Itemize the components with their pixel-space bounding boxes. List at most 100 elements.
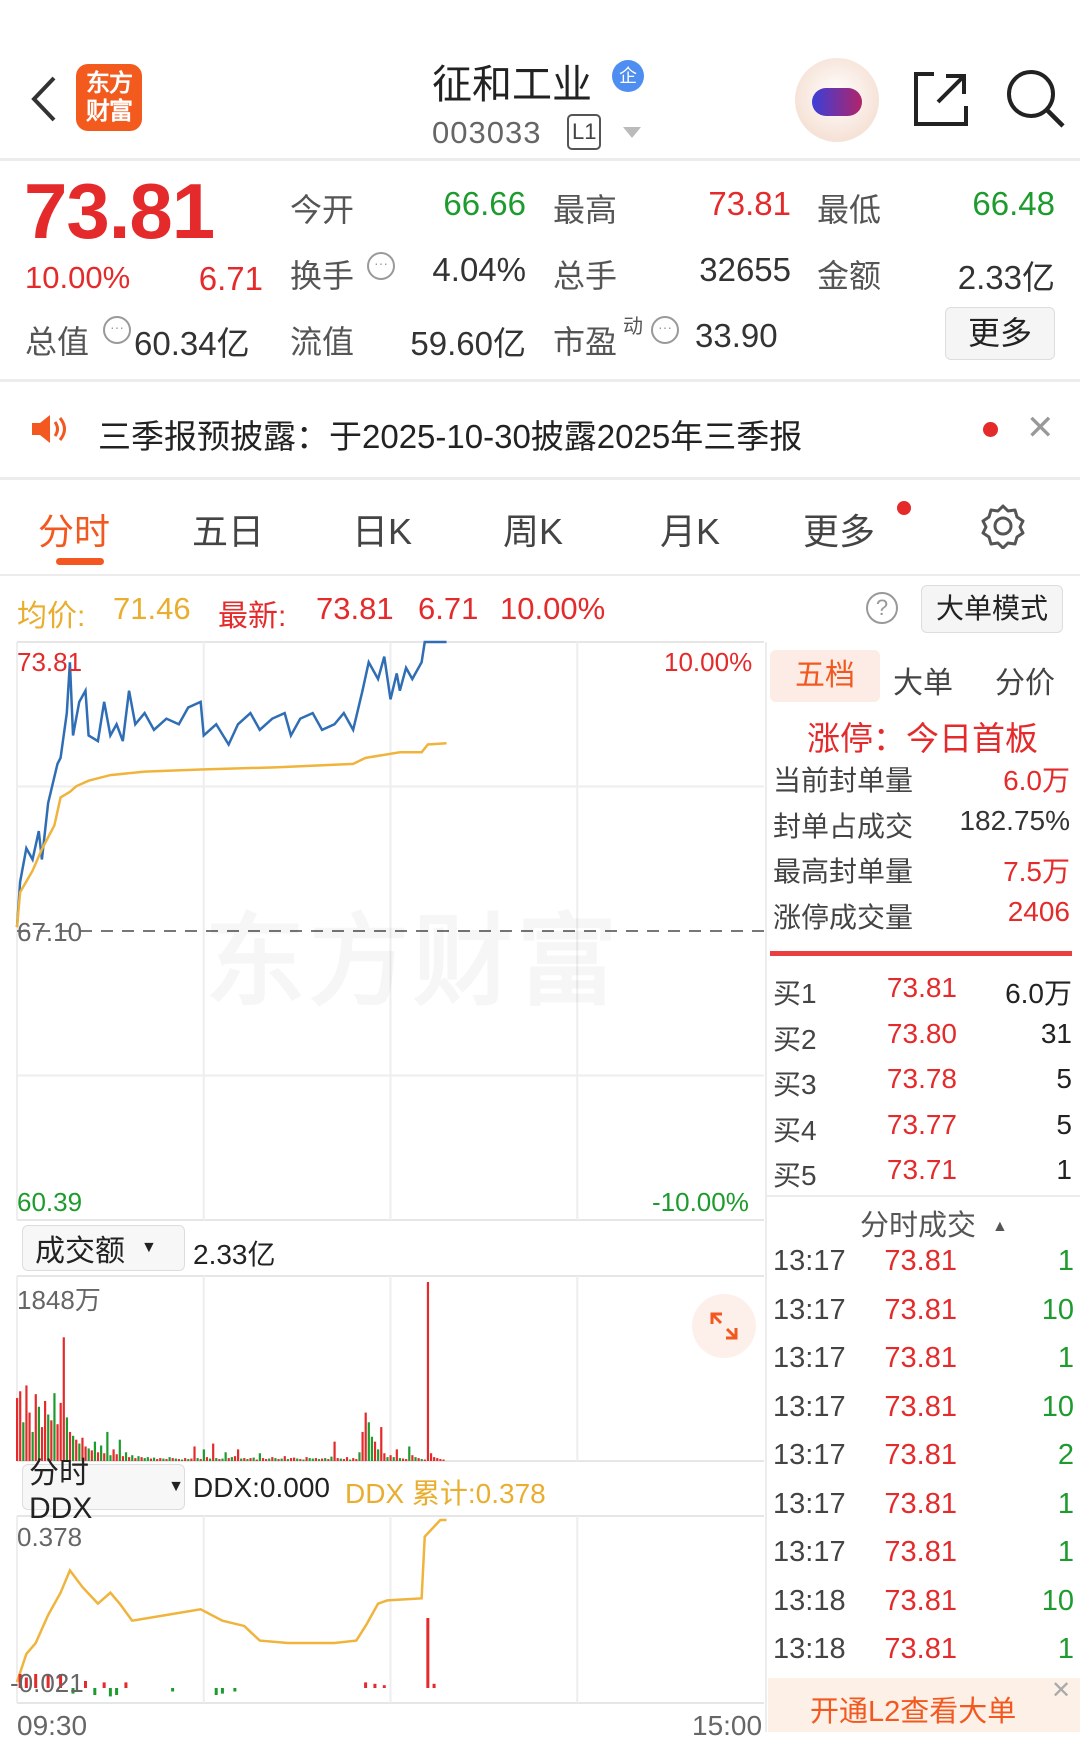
turnover-label: 换手 (290, 258, 355, 294)
big-order-mode-button[interactable]: 大单模式 (921, 585, 1063, 633)
tab-more[interactable]: 更多 (803, 511, 876, 552)
ddx-indicator-select[interactable]: 分时 DDX ▼ (22, 1457, 185, 1525)
avg-price-label: 均价: (17, 600, 86, 633)
volume-bar (352, 1458, 355, 1461)
trades-title[interactable]: 分时成交 ▲ (860, 1202, 1008, 1244)
pe-superscript: 动 (623, 316, 643, 338)
market-cap-value: 60.34亿 (134, 325, 250, 362)
volume-bar (196, 1458, 199, 1461)
tab-price-distribution[interactable]: 分价 (995, 667, 1055, 700)
trade-price: 73.81 (884, 1245, 957, 1277)
volume-bar (81, 1437, 84, 1461)
volume-bar (370, 1436, 374, 1461)
volume-bar (389, 1455, 392, 1461)
volume-bar (78, 1443, 81, 1461)
trade-price: 73.81 (884, 1390, 957, 1423)
ddx-bar (233, 1688, 237, 1692)
trades-title-label: 分时成交 (860, 1210, 977, 1242)
volume-bar (128, 1457, 131, 1461)
trade-time: 13:17 (773, 1390, 846, 1423)
tab-intraday[interactable]: 分时 (38, 511, 111, 552)
tab-monthly-k[interactable]: 月K (660, 511, 721, 552)
ddx-value: DDX:0.000 (193, 1472, 330, 1503)
latest-percent: 10.00% (500, 591, 606, 626)
ddx-bar (93, 1688, 97, 1695)
volume-bar (442, 1459, 445, 1461)
volume-bar (40, 1427, 44, 1461)
dropdown-caret-icon: ▼ (168, 1478, 184, 1495)
volume-indicator-select[interactable]: 成交额 ▼ (22, 1225, 185, 1271)
market-cap-info-icon[interactable]: ··· (103, 316, 131, 344)
notice-close-icon[interactable]: ✕ (1026, 409, 1055, 447)
volume-bar (100, 1445, 103, 1461)
turnover-info-icon[interactable]: ··· (367, 252, 395, 280)
volume-bar (165, 1459, 168, 1461)
volume-bar (227, 1458, 230, 1461)
pe-info-icon[interactable]: ··· (651, 316, 679, 344)
high-value: 73.81 (708, 185, 791, 222)
volume-bar (283, 1456, 286, 1461)
tab-five-levels[interactable]: 五档 (770, 650, 880, 702)
volume-bar (25, 1385, 28, 1461)
search-button[interactable] (1005, 68, 1067, 135)
trade-time: 13:17 (773, 1536, 846, 1568)
tab-five-day[interactable]: 五日 (192, 511, 265, 552)
limit-stat-value: 7.5万 (1003, 856, 1070, 887)
volume-bar (112, 1449, 115, 1461)
l2-upgrade-banner[interactable]: 开通L2查看大单 ✕ (768, 1677, 1080, 1732)
volume-label: 总手 (553, 258, 618, 294)
notice-text[interactable]: 三季报预披露：于2025-10-30披露2025年三季报 (98, 418, 803, 455)
open-value: 66.66 (443, 185, 526, 222)
collapse-up-icon: ▲ (992, 1218, 1008, 1236)
volume-max-label: 1848万 (17, 1285, 101, 1315)
volume-bar (205, 1457, 209, 1461)
ddx-bar (59, 1674, 63, 1688)
share-button[interactable] (912, 70, 970, 133)
volume-bar (19, 1391, 22, 1461)
bids-divider (767, 1195, 1080, 1197)
volume-bar (75, 1439, 78, 1461)
volume-bar (299, 1459, 302, 1461)
volume-bar (271, 1457, 274, 1461)
volume-bar (246, 1459, 249, 1461)
volume-bar (401, 1458, 405, 1461)
dropdown-arrow-icon[interactable] (623, 127, 641, 138)
tab-big-orders[interactable]: 大单 (893, 667, 953, 700)
tab-weekly-k[interactable]: 周K (503, 511, 564, 552)
trade-quantity: 1 (1057, 1342, 1074, 1374)
ddx-bar (108, 1688, 112, 1697)
volume-bar (364, 1412, 367, 1461)
assistant-robot-avatar[interactable] (795, 58, 879, 142)
price-min-label: 60.39 (17, 1187, 83, 1217)
more-button[interactable]: 更多 (945, 307, 1055, 360)
share-icon (914, 72, 968, 126)
intraday-charts[interactable] (0, 0, 768, 1752)
trade-time: 13:17 (773, 1293, 846, 1326)
trade-price: 73.81 (884, 1293, 957, 1326)
volume-bar (177, 1459, 181, 1461)
help-icon[interactable]: ? (866, 592, 898, 624)
volume-bar (252, 1457, 255, 1461)
trade-time: 13:18 (773, 1633, 846, 1665)
back-button[interactable] (26, 74, 60, 124)
avg-price-value: 71.46 (113, 591, 191, 626)
trade-price: 73.81 (884, 1439, 957, 1471)
volume-bar (240, 1458, 243, 1461)
gear-icon[interactable] (980, 503, 1026, 554)
ddx-bar (220, 1688, 224, 1694)
volume-bar (293, 1457, 296, 1461)
volume-bar (367, 1422, 370, 1461)
volume-bar (180, 1459, 184, 1461)
volume-total: 2.33亿 (193, 1239, 276, 1270)
banner-close-icon[interactable]: ✕ (1051, 1677, 1072, 1704)
trade-price: 73.81 (884, 1633, 957, 1665)
stock-name: 征和工业 (432, 63, 592, 107)
tab-daily-k[interactable]: 日K (352, 511, 413, 552)
limit-divider (770, 951, 1072, 956)
volume-bar (215, 1458, 218, 1461)
search-icon (1007, 70, 1065, 128)
volume-bar (31, 1431, 34, 1461)
volume-bar (168, 1457, 171, 1461)
stock-code: 003033 (432, 115, 542, 150)
expand-chart-button[interactable] (692, 1294, 756, 1358)
